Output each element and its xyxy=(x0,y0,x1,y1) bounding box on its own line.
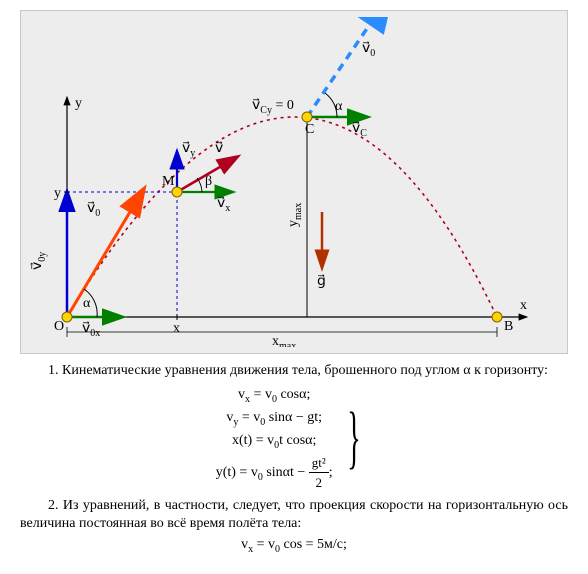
label-alpha-C: α xyxy=(335,99,343,114)
label-y-axis: y xyxy=(75,96,82,111)
label-y-tick: y xyxy=(54,186,61,201)
labels-group: O B M C x y y x α β α v⃗0 v⃗0y v⃗0x v⃗ v… xyxy=(30,41,527,347)
label-O: O xyxy=(54,319,64,334)
label-alpha: α xyxy=(83,296,91,311)
para-2: 2. Из уравнений, в частности, следует, ч… xyxy=(20,497,568,533)
eq3: x(t) = v0t cosα; xyxy=(216,430,333,453)
brace-right: } xyxy=(345,408,361,468)
label-vC: v⃗C xyxy=(352,121,367,139)
trajectory xyxy=(67,117,497,317)
label-vx: v⃗x xyxy=(217,196,230,214)
figure-container: O B M C x y y x α β α v⃗0 v⃗0y v⃗0x v⃗ v… xyxy=(20,10,568,354)
label-M: M xyxy=(162,174,175,189)
eq1: vx = v0 cosα; xyxy=(216,384,333,407)
label-ymax: ymax xyxy=(286,203,304,227)
para-1: 1. Кинематические уравнения движения тел… xyxy=(20,362,568,380)
label-v: v⃗ xyxy=(215,141,223,156)
point-B xyxy=(492,312,502,322)
equation-block: vx = v0 cosα; vy = v0 sinα − gt; x(t) = … xyxy=(0,384,588,492)
eq4: y(t) = v0 sinαt − gt²2; xyxy=(216,453,333,493)
eq2: vy = v0 sinα − gt; xyxy=(216,407,333,430)
label-xmax: xmax xyxy=(272,334,296,347)
label-B: B xyxy=(504,319,513,334)
label-v0-dashed: v⃗0 xyxy=(362,41,375,59)
label-C: C xyxy=(305,122,314,137)
label-x-tick: x xyxy=(173,321,180,336)
label-beta: β xyxy=(205,174,212,189)
label-v0y: v⃗0y xyxy=(30,252,48,270)
label-v0x: v⃗0x xyxy=(82,321,100,339)
v0-vector-dashed xyxy=(307,17,387,117)
trajectory-diagram: O B M C x y y x α β α v⃗0 v⃗0y v⃗0x v⃗ v… xyxy=(27,17,547,347)
label-g: g⃗ xyxy=(317,274,326,289)
v0-vector xyxy=(67,192,142,317)
label-vCy0: v⃗Cy = 0 xyxy=(252,98,294,116)
label-x-axis: x xyxy=(520,298,527,313)
point-C xyxy=(302,112,312,122)
eq5: vx = v0 cos = 5м/с; xyxy=(0,537,588,555)
label-v0: v⃗0 xyxy=(87,201,100,219)
label-vy: v⃗y xyxy=(182,141,195,159)
